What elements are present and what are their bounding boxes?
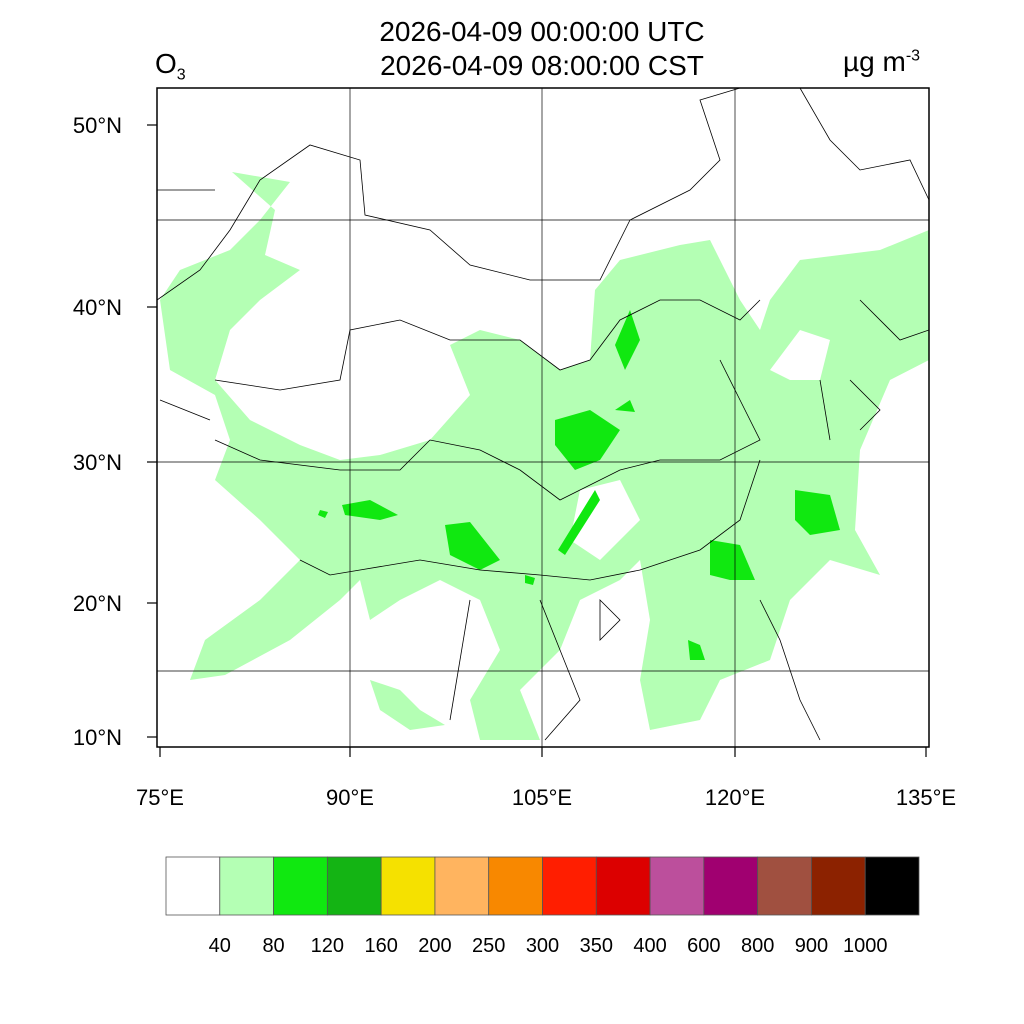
colorbar-label: 200 [418,935,451,957]
colorbar-swatch [703,856,759,916]
lat-tick-label: 10°N [73,725,122,750]
colorbar-label: 160 [364,935,397,957]
fill-40-80 [160,172,929,740]
colorbar-label: 350 [580,935,613,957]
colorbar-label: 600 [687,935,720,957]
lat-tick-label: 30°N [73,450,122,475]
colorbar: 40 80 120 160 200 250 300 350 400 600 800 900 1000 [165,856,920,957]
colorbar-label: 1000 [843,935,888,957]
gridlines [157,88,929,747]
colorbar-swatch [165,856,221,916]
lon-tick-label: 105°E [512,785,572,810]
colorbar-swatch [811,856,866,916]
lat-tick-label: 20°N [73,591,122,616]
colorbar-label: 800 [741,935,774,957]
colorbar-swatch [273,856,328,916]
lat-tick-label: 40°N [73,295,122,320]
lon-tick-label: 135°E [896,785,956,810]
colorbar-label: 80 [262,935,284,957]
colorbar-swatch [488,856,543,916]
lon-tick-label: 120°E [705,785,765,810]
colorbar-swatch [542,856,597,916]
lon-tick-label: 75°E [136,785,184,810]
colorbar-swatch [649,856,705,916]
map-frame [156,87,930,748]
colorbar-label: 40 [209,935,231,957]
colorbar-label: 900 [795,935,828,957]
colorbar-label: 300 [526,935,559,957]
variable-label: O3 [155,48,186,84]
boundaries [157,88,929,741]
colorbar-swatch [326,856,382,916]
colorbar-label: 400 [633,935,666,957]
colorbar-swatch [380,856,436,916]
colorbar-label: 120 [311,935,344,957]
colorbar-swatch [595,856,651,916]
colorbar-swatch [757,856,812,916]
concentration-fill [157,88,929,741]
title-utc: 2026-04-09 00:00:00 UTC [379,16,705,47]
lat-tick-label: 50°N [73,113,122,138]
colorbar-label: 250 [472,935,505,957]
colorbar-swatch [434,856,490,916]
colorbar-swatch [219,856,274,916]
title-cst: 2026-04-09 08:00:00 CST [380,50,704,81]
lon-tick-label: 90°E [326,785,374,810]
colorbar-swatch [864,856,920,916]
units-label: µg m-3 [843,46,921,77]
